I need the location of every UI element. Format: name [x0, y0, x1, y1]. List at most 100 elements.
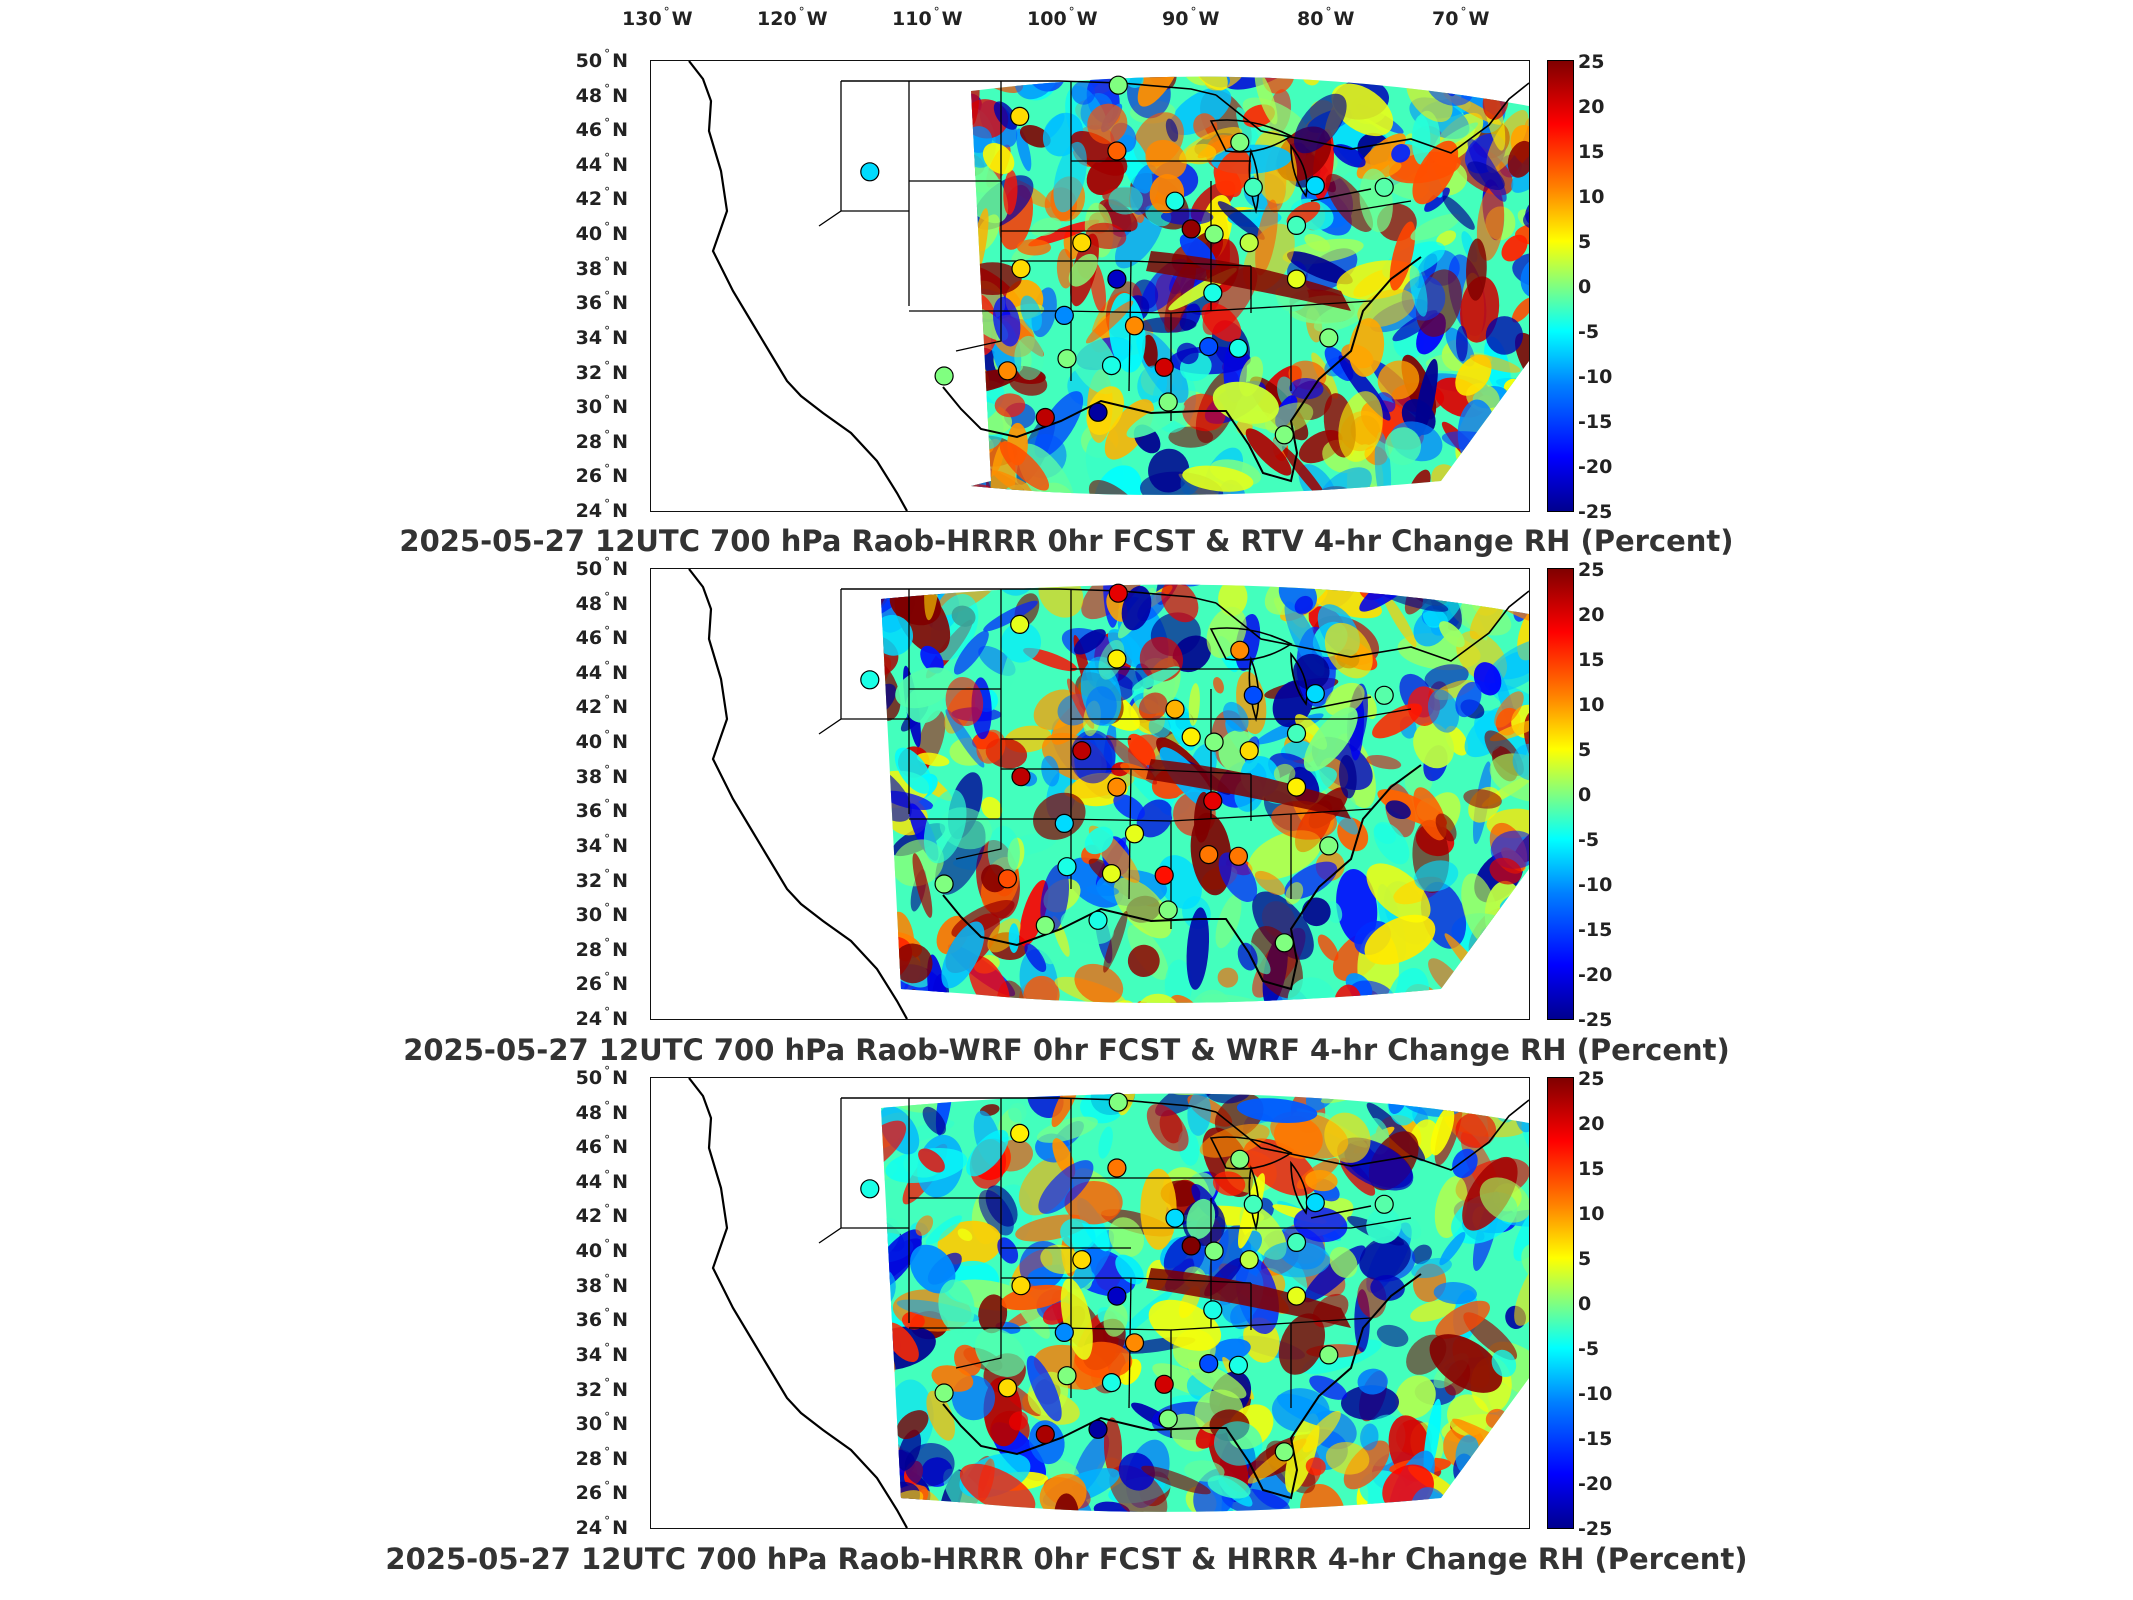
raob-station-marker: [1035, 1424, 1055, 1445]
latitude-tick-label: 42 ° N: [575, 1202, 628, 1228]
colorbar-tick-label: 0: [1578, 1293, 1592, 1315]
latitude-tick-label: 24 ° N: [575, 1005, 628, 1030]
colorbar-tick-label: 20: [1578, 96, 1605, 118]
raob-station-marker: [1305, 1192, 1325, 1213]
raob-station-marker: [1204, 732, 1224, 752]
raob-station-marker: [1274, 425, 1294, 445]
raob-station-marker: [1230, 132, 1250, 152]
raob-station-marker: [1286, 1286, 1307, 1306]
raob-station-marker: [1101, 356, 1122, 376]
longitude-tick-label: 70 ° W: [1432, 5, 1490, 30]
raob-station-marker: [1158, 1409, 1178, 1429]
latitude-tick-label: 40 ° N: [575, 1237, 628, 1263]
latitude-tick-label: 38 ° N: [575, 1271, 628, 1297]
raob-station-marker: [1181, 219, 1201, 239]
colorbar-tick-label: -20: [1578, 964, 1613, 986]
raob-station-marker: [1181, 727, 1201, 747]
raob-station-marker: [1199, 1354, 1219, 1374]
raob-station-marker: [1011, 767, 1031, 787]
latitude-tick-label: 28 ° N: [575, 427, 628, 453]
raob-station-marker: [1107, 269, 1127, 289]
colorbar-tick-label: 5: [1578, 231, 1592, 253]
colorbar-tick-label: -25: [1578, 1518, 1613, 1540]
raob-station-marker: [1230, 1149, 1250, 1169]
raob-station-marker: [1228, 846, 1249, 866]
latitude-tick-label: 24 ° N: [575, 497, 628, 522]
raob-station-marker: [934, 874, 954, 894]
latitude-tick-label: 30 ° N: [575, 393, 628, 419]
raob-station-marker: [1057, 1366, 1077, 1386]
raob-station-marker: [1158, 392, 1178, 412]
latitude-tick-label: 46 ° N: [575, 1133, 628, 1159]
latitude-tick-label: 36 ° N: [575, 289, 628, 315]
raob-station-marker: [860, 162, 880, 182]
raob-station-marker: [1072, 1250, 1092, 1270]
colorbar-tick-label: -10: [1578, 874, 1613, 896]
raob-station-marker: [1319, 1345, 1339, 1365]
colorbar-tick-label: 20: [1578, 604, 1605, 626]
latitude-tick-label: 44 ° N: [575, 658, 628, 684]
latitude-tick-label: 48 ° N: [575, 589, 628, 615]
colorbar-tick-label: -20: [1578, 1473, 1613, 1495]
colorbar-tick-label: 5: [1578, 1248, 1592, 1270]
colorbar-tick-label: -25: [1578, 501, 1613, 523]
raob-station-marker: [1101, 1373, 1122, 1393]
raob-station-marker: [1108, 75, 1128, 95]
raob-station-marker: [1243, 177, 1263, 197]
raob-station-marker: [1010, 106, 1030, 127]
raob-station-marker: [1204, 224, 1224, 244]
latitude-tick-label: 32 ° N: [575, 358, 628, 384]
latitude-tick-label: 46 ° N: [575, 116, 628, 142]
latitude-tick-label: 36 ° N: [575, 1306, 628, 1332]
raob-station-marker: [1124, 824, 1145, 844]
raob-station-marker: [1204, 1241, 1224, 1261]
map-outlines: [688, 569, 1529, 1019]
raob-station-marker: [1054, 1322, 1074, 1342]
raob-station-marker: [1088, 1419, 1108, 1439]
raob-station-marker: [860, 1179, 880, 1199]
raob-station-marker: [1010, 614, 1030, 635]
colorbar-tick-label: -20: [1578, 456, 1613, 478]
raob-station-marker: [1165, 699, 1185, 719]
colorbar-tick-label: 25: [1578, 1068, 1605, 1090]
rh-field-svg: [688, 61, 1529, 511]
latitude-tick-label: 46 ° N: [575, 624, 628, 650]
raob-station-marker: [1072, 233, 1092, 253]
colorbar-tick-label: 15: [1578, 1158, 1605, 1180]
raob-station-marker: [1274, 1442, 1294, 1462]
raob-station-marker: [1374, 1194, 1394, 1214]
raob-station-marker: [1057, 857, 1077, 877]
raob-station-marker: [1035, 407, 1055, 428]
colorbar-tick-label: 25: [1578, 559, 1605, 581]
panel-title: 2025-05-27 12UTC 700 hPa Raob-HRRR 0hr F…: [385, 1542, 1748, 1576]
colorbar-tick-label: -5: [1578, 321, 1600, 343]
raob-station-marker: [1228, 338, 1249, 358]
raob-station-marker: [1107, 1286, 1127, 1306]
colorbar-tick-label: -10: [1578, 1383, 1613, 1405]
raob-station-marker: [1107, 649, 1127, 669]
raob-station-marker: [934, 1383, 954, 1403]
raob-station-marker: [1107, 777, 1127, 797]
latitude-tick-label: 34 ° N: [575, 323, 628, 349]
raob-station-marker: [1088, 402, 1108, 422]
longitude-tick-label: 80 ° W: [1297, 5, 1355, 30]
latitude-tick-label: 30 ° N: [575, 1410, 628, 1436]
latitude-tick-label: 40 ° N: [575, 220, 628, 246]
colorbar-tick-label: 15: [1578, 141, 1605, 163]
colorbar-tick-label: 10: [1578, 694, 1605, 716]
raob-station-marker: [1108, 583, 1128, 603]
raob-station-marker: [1243, 1194, 1263, 1214]
latitude-tick-label: 48 ° N: [575, 1098, 628, 1124]
raob-station-marker: [1305, 683, 1325, 704]
raob-station-marker: [1107, 1158, 1127, 1178]
colorbar-tick-label: 10: [1578, 1203, 1605, 1225]
latitude-tick-label: 26 ° N: [575, 462, 628, 488]
raob-station-marker: [1319, 328, 1339, 348]
raob-station-marker: [997, 1378, 1018, 1398]
rh-map-panel: [650, 568, 1530, 1020]
latitude-tick-label: 28 ° N: [575, 1444, 628, 1470]
raob-station-marker: [997, 869, 1018, 889]
latitude-tick-label: 44 ° N: [575, 1167, 628, 1193]
raob-station-marker: [1286, 723, 1307, 743]
map-outlines: [688, 1078, 1529, 1528]
